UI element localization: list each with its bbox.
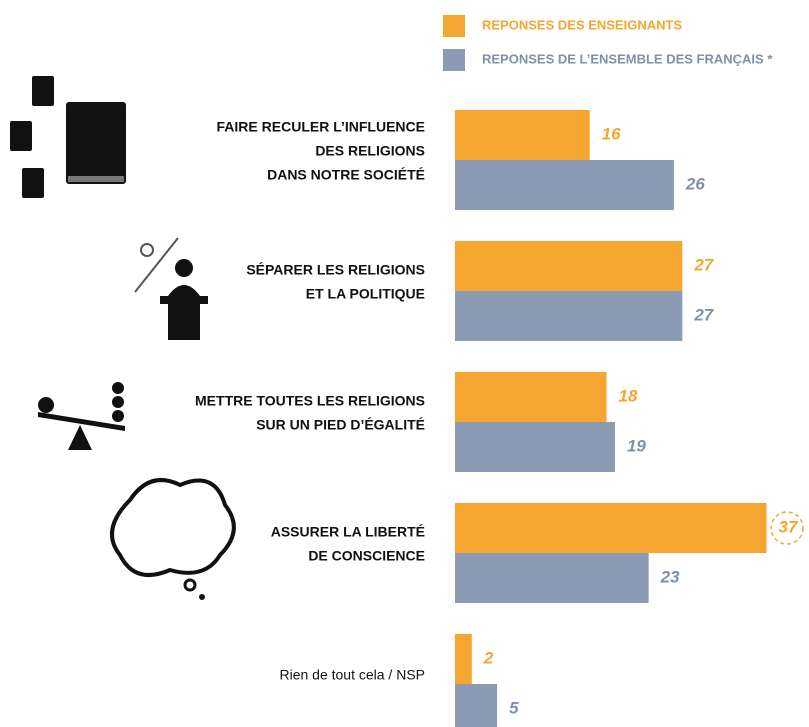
book-pages (68, 176, 124, 182)
legend-label: REPONSES DE L’ENSEMBLE DES FRANÇAIS * (482, 51, 773, 66)
person-head (175, 259, 193, 277)
category-label: ET LA POLITIQUE (306, 286, 425, 302)
category-label: SUR UN PIED D’ÉGALITÉ (256, 417, 425, 433)
big-book-icon (66, 102, 126, 184)
value-label: 5 (509, 698, 519, 717)
highlight-circle (770, 511, 804, 545)
category-label: SÉPARER LES RELIGIONS (246, 262, 425, 278)
ball (112, 382, 124, 394)
value-label: 16 (602, 124, 621, 143)
bar (455, 553, 649, 603)
book-icon (10, 121, 32, 151)
bar (455, 241, 683, 291)
bar (455, 503, 767, 553)
slash (134, 237, 179, 293)
bar (455, 110, 590, 160)
legend-swatch (443, 49, 465, 71)
symbol-icon (140, 243, 154, 257)
ball (38, 397, 54, 413)
value-label: 19 (627, 436, 646, 455)
value-label: 23 (660, 567, 680, 586)
icons (10, 76, 804, 600)
thought-cloud (110, 478, 236, 577)
category-label: DANS NOTRE SOCIÉTÉ (267, 167, 425, 183)
bar (455, 160, 674, 210)
legend-label: REPONSES DES ENSEIGNANTS (482, 17, 682, 32)
value-label: 26 (685, 174, 705, 193)
category-label: DE CONSCIENCE (308, 548, 425, 564)
thought-bubble (199, 594, 205, 600)
category-label: Rien de tout cela / NSP (279, 667, 425, 683)
book-icon (32, 76, 54, 106)
person-body (168, 285, 200, 296)
category-label: DES RELIGIONS (315, 143, 425, 159)
category-label: FAIRE RECULER L’INFLUENCE (217, 119, 425, 135)
ball (112, 410, 124, 422)
value-label: 27 (693, 255, 714, 274)
value-label: 37 (779, 517, 799, 536)
bar (455, 291, 683, 341)
podium (168, 304, 200, 340)
bar (455, 684, 498, 727)
bar (455, 422, 615, 472)
value-label: 2 (483, 648, 494, 667)
thought-bubble (183, 578, 197, 592)
ball (112, 396, 124, 408)
value-label: 27 (693, 305, 714, 324)
fulcrum (68, 425, 92, 450)
book-icon (22, 168, 44, 198)
category-label: METTRE TOUTES LES RELIGIONS (195, 393, 425, 409)
category-label: ASSURER LA LIBERTÉ (271, 524, 425, 540)
seesaw (38, 412, 125, 431)
value-label: 18 (619, 386, 638, 405)
podium-top (160, 296, 208, 304)
bar (455, 634, 472, 684)
legend-swatch (443, 15, 465, 37)
bar (455, 372, 607, 422)
